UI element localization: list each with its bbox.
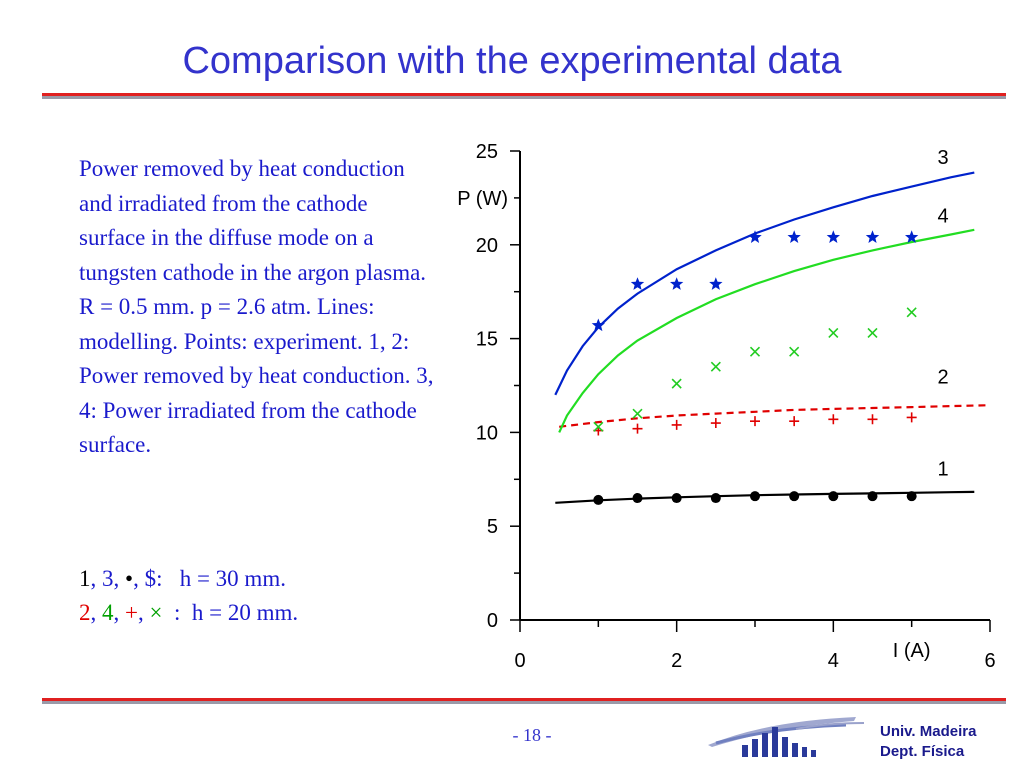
data-point-star: [630, 277, 645, 290]
y-tick-label: 15: [476, 329, 498, 351]
slide-title: Comparison with the experimental data: [182, 40, 842, 82]
data-point-cross: [789, 346, 800, 357]
data-point-star: [591, 318, 605, 332]
legend-sep: ,: [133, 566, 145, 591]
university-logo-icon: [708, 717, 865, 757]
footer-divider: [42, 698, 1006, 704]
x-tick-label: 0: [514, 650, 525, 672]
data-point-plus: [750, 416, 760, 427]
x-axis-label: I (A): [893, 640, 931, 662]
data-point-dot: [632, 493, 643, 504]
university-line2: Dept. Física: [880, 743, 965, 760]
data-point-cross: [632, 408, 643, 419]
data-point-plus: [632, 423, 643, 434]
series-line-1: [555, 490, 975, 504]
university-line1: Univ. Madeira: [880, 723, 977, 740]
legend-label-2: 2: [79, 600, 91, 625]
data-point-dot: [671, 493, 682, 504]
legend-sep: ,: [90, 566, 102, 591]
legend-label-4: 4: [102, 600, 114, 625]
university-name: Univ. Madeira Dept. Física: [880, 722, 976, 762]
data-point-cross: [671, 378, 682, 389]
data-point-star: [709, 277, 723, 290]
legend-line-h30: 1, 3, •, $: h = 30 mm.: [79, 566, 459, 592]
legend-sep: ,: [113, 600, 125, 625]
data-point-cross: [710, 361, 721, 372]
data-point-dot: [789, 491, 800, 502]
data-point-cross: [867, 327, 878, 339]
data-point-plus: [906, 412, 917, 423]
legend-sep: ,: [90, 600, 102, 625]
data-point-dot: [750, 491, 760, 502]
data-point-star: [905, 230, 919, 243]
data-point-dot: [867, 491, 878, 502]
data-point-cross: [749, 346, 761, 357]
data-point-dot: [828, 491, 839, 502]
legend-label-1: 1: [79, 566, 91, 591]
curve-label-4: 4: [937, 205, 948, 227]
data-point-plus: [710, 418, 721, 429]
x-tick-label: 6: [984, 650, 995, 672]
curve-label-3: 3: [937, 147, 948, 169]
data-point-star: [748, 230, 762, 243]
y-tick-label: 5: [487, 516, 498, 538]
title-divider: [42, 93, 1006, 99]
data-point-plus: [867, 414, 878, 425]
data-point-cross: [828, 327, 839, 339]
data-point-dot: [710, 493, 721, 504]
curve-label-2: 2: [937, 367, 948, 389]
data-point-cross: [906, 307, 917, 318]
data-point-dot: [593, 494, 604, 505]
legend-dot-symbol: •: [125, 566, 134, 591]
curve-label-1: 1: [937, 459, 948, 481]
y-axis-label: P (W): [457, 188, 508, 210]
legend-cross-symbol: ×: [149, 600, 163, 625]
legend-sep: ,: [137, 600, 150, 625]
legend-sep: ,: [113, 566, 125, 591]
legend-plus-symbol: +: [125, 600, 138, 625]
series-line-4: [558, 228, 975, 433]
data-point-plus: [671, 419, 682, 430]
data-point-plus: [828, 414, 839, 425]
data-point-star: [865, 230, 880, 243]
data-point-plus: [789, 416, 800, 427]
power-chart: 0 5 10 15 20 25 0 2 4 6 P (W) I (A) 3 4 2 1: [457, 141, 995, 672]
legend-star-symbol: $: [144, 566, 157, 591]
figure-description: Power removed by heat conduction and irr…: [79, 156, 434, 457]
legend-label-3: 3: [102, 566, 114, 591]
data-point-dot: [906, 491, 917, 502]
data-point-cross: [593, 421, 604, 432]
legend-h20-text: : h = 20 mm.: [162, 600, 299, 625]
data-point-star: [670, 277, 684, 290]
y-tick-label: 0: [487, 610, 498, 632]
series-line-2: [559, 404, 991, 428]
series-line-3: [554, 171, 975, 396]
x-tick-label: 2: [671, 650, 682, 672]
legend-h30-text: : h = 30 mm.: [156, 566, 286, 591]
data-point-star: [826, 230, 840, 243]
y-tick-label: 20: [476, 235, 498, 257]
y-tick-label: 25: [476, 141, 498, 163]
data-point-star: [787, 230, 801, 243]
page-number: - 18 -: [512, 725, 552, 745]
legend-line-h20: 2, 4, +, × : h = 20 mm.: [79, 600, 459, 626]
x-tick-label: 4: [828, 650, 839, 672]
y-tick-label: 10: [476, 422, 498, 444]
